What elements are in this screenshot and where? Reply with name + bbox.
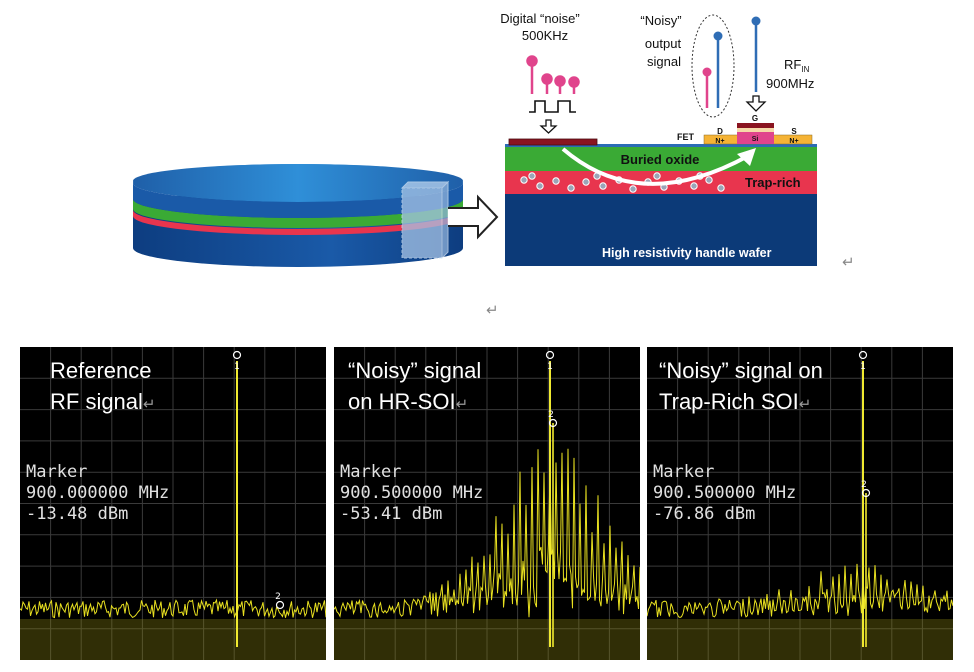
output-signal-ellipse [691, 14, 735, 118]
down-arrow-icon [539, 119, 558, 134]
buried-oxide-label: Buried oxide [621, 152, 700, 167]
noise-trace [334, 448, 640, 618]
noise-trace [20, 598, 326, 619]
fet-label: FET [677, 132, 695, 142]
wafer-cutout [400, 180, 450, 260]
marker-id: 2 [861, 480, 867, 490]
digital-noise-label: Digital “noise” [500, 11, 579, 26]
noise-floor-band [20, 619, 326, 660]
rf-in-lollipop [751, 16, 761, 92]
marker-id: 2 [548, 410, 554, 420]
drain-label: D [717, 127, 723, 136]
spectrum-plot: 12 [334, 347, 640, 660]
noise-floor-band [647, 619, 953, 660]
buried-oxide-layer [505, 147, 817, 171]
down-arrow-icon [745, 95, 767, 112]
rf-in-freq: 900MHz [766, 76, 814, 91]
marker-id: 2 [275, 592, 281, 602]
rf-in-label: RFIN [784, 57, 810, 74]
channel-label: Si [752, 136, 759, 143]
noisy-output-label: output [645, 36, 682, 51]
handle-wafer-layer [505, 194, 817, 266]
source-label: S [791, 127, 797, 136]
marker-id: 1 [860, 362, 866, 372]
soi-wafer-diagram: Buried oxide Trap-rich High resistivity … [133, 11, 855, 319]
panel-title: “Noisy” signal on HR-SOI↵ [348, 358, 482, 414]
marker-readout: Marker 900.000000 MHz -13.48 dBm [26, 462, 170, 524]
marker-readout: Marker 900.500000 MHz -53.41 dBm [340, 462, 484, 524]
fet-gate [737, 123, 774, 128]
marker-id: 1 [234, 362, 240, 372]
wafer-disk [133, 164, 463, 267]
marker-diamond [545, 350, 555, 360]
fet-channel [737, 132, 774, 144]
source-region-label: N+ [789, 138, 798, 145]
noise-trace [647, 563, 953, 618]
zoom-arrow [448, 194, 499, 240]
drain-region-label: N+ [715, 138, 724, 145]
marker-diamond [858, 350, 868, 360]
noise-floor-band [334, 619, 640, 660]
spectrum-plot: 12 [647, 347, 953, 660]
return-mark: ↵ [486, 302, 499, 319]
marker-readout: Marker 900.500000 MHz -76.86 dBm [653, 462, 797, 524]
square-wave-icon [529, 100, 576, 113]
noisy-output-label: signal [647, 54, 681, 69]
marker-diamond [275, 600, 285, 610]
marker-diamond [861, 488, 871, 498]
marker-id: 1 [547, 362, 553, 372]
return-mark: ↵ [842, 254, 855, 271]
handle-wafer-label: High resistivity handle wafer [602, 246, 772, 260]
noisy-output-label: “Noisy” [640, 13, 681, 28]
marker-diamond [232, 350, 242, 360]
digital-noise-freq: 500KHz [522, 28, 568, 43]
noise-tone-lollipops [526, 55, 580, 94]
cross-section [505, 123, 817, 266]
panel-title: “Noisy” signal on Trap-Rich SOI↵ [659, 358, 823, 414]
marker-diamond [548, 418, 558, 428]
spectrum-plot: 12 [20, 347, 326, 660]
trap-rich-label: Trap-rich [745, 175, 801, 190]
gate-label: G [752, 114, 758, 123]
output-signal-lollipops [702, 31, 723, 108]
noise-source-pad [508, 138, 598, 146]
panel-title: Reference RF signal↵ [50, 358, 156, 414]
